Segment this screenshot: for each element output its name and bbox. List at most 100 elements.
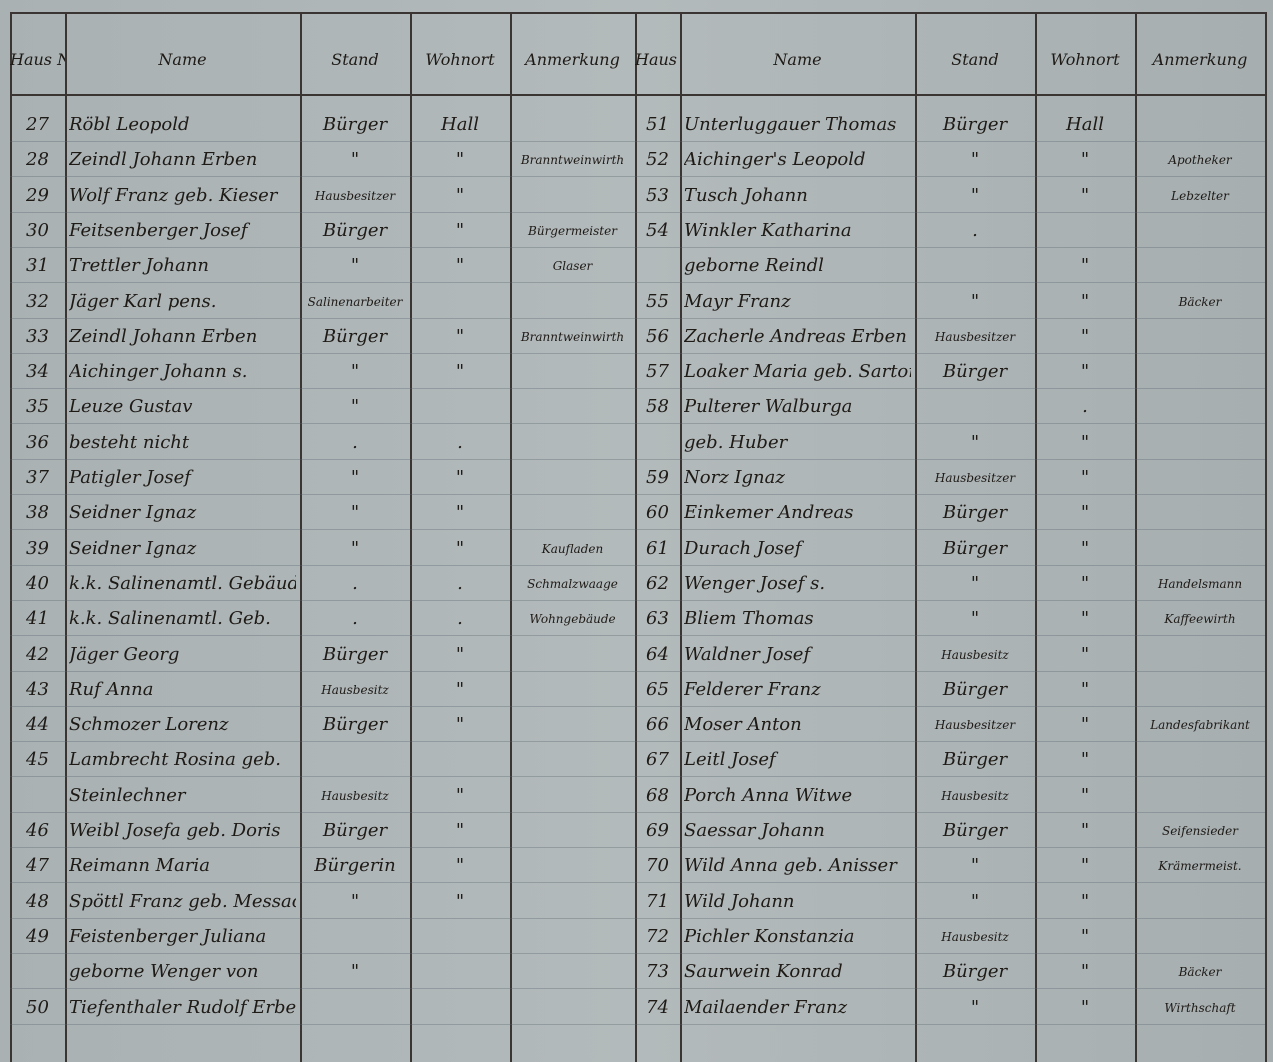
row-rule	[10, 282, 1265, 284]
residence: "	[1080, 961, 1090, 983]
house-number: 56	[646, 325, 669, 347]
residence: "	[455, 255, 465, 277]
remark: Schmalzwaage	[527, 576, 618, 591]
name: Lambrecht Rosina geb.	[69, 749, 282, 771]
house-number: 63	[646, 608, 669, 630]
house-number: 58	[646, 396, 669, 418]
remark: Wirthschaft	[1164, 1000, 1236, 1015]
residence: "	[1080, 290, 1090, 312]
status: .	[352, 431, 358, 453]
name: Zeindl Johann Erben	[69, 149, 258, 171]
name: Wolf Franz geb. Kieser	[69, 184, 278, 206]
house-number: 38	[26, 502, 49, 524]
name: Unterluggauer Thomas	[684, 114, 897, 135]
house-number: 39	[26, 537, 49, 559]
house-number: 54	[646, 219, 669, 241]
residence: "	[1080, 255, 1090, 277]
status: "	[970, 572, 980, 594]
header-rule	[10, 94, 1265, 96]
house-number: 48	[26, 890, 49, 912]
row-rule	[10, 635, 1265, 637]
row-rule	[10, 952, 1265, 954]
house-number: 68	[646, 784, 669, 806]
residence: "	[455, 502, 465, 524]
column-rule	[1265, 12, 1267, 1062]
row-rule	[10, 458, 1265, 460]
status: "	[350, 537, 360, 559]
residence: "	[1080, 608, 1090, 630]
residence: .	[1082, 396, 1088, 418]
house-number: 55	[646, 290, 669, 312]
name: Felderer Franz	[684, 678, 821, 700]
name: Pichler Konstanzia	[684, 925, 855, 947]
column-rule	[65, 12, 67, 1062]
house-number: 62	[646, 572, 669, 594]
status: .	[352, 572, 358, 594]
house-number: 50	[26, 996, 49, 1018]
residence: .	[457, 431, 463, 453]
status: Bürger	[942, 114, 1008, 135]
column-rule	[680, 12, 682, 1062]
house-number: 41	[26, 608, 49, 630]
house-number: 47	[26, 855, 49, 877]
residence: "	[1080, 925, 1090, 947]
residence: "	[1080, 537, 1090, 559]
column-header: Haus Nr.	[10, 50, 65, 69]
remark: Landesfabrikant	[1150, 718, 1250, 733]
name: Mayr Franz	[684, 290, 791, 312]
row-rule	[10, 705, 1265, 707]
name: geb. Huber	[684, 431, 788, 453]
house-number: 45	[26, 749, 49, 771]
name: Tusch Johann	[684, 184, 808, 206]
name: Aichinger's Leopold	[684, 149, 866, 171]
row-rule	[10, 388, 1265, 390]
residence: "	[1080, 149, 1090, 171]
column-header: Anmerkung	[525, 50, 620, 69]
column-rule	[410, 12, 412, 1062]
name: Waldner Josef	[684, 643, 811, 665]
residence: Hall	[1066, 114, 1104, 135]
remark: Krämermeist.	[1158, 859, 1242, 874]
residence: Hall	[441, 114, 479, 135]
house-number: 37	[26, 467, 49, 488]
row-rule	[10, 317, 1265, 319]
name: k.k. Salinenamtl. Gebäude	[69, 572, 296, 594]
remark: Kaufladen	[541, 541, 604, 556]
column-header: Stand	[331, 50, 379, 69]
status: "	[350, 361, 360, 383]
row-rule	[10, 352, 1265, 354]
residence: "	[455, 890, 465, 912]
residence: "	[1080, 325, 1090, 347]
remark: Bäcker	[1178, 294, 1222, 309]
row-rule	[10, 564, 1265, 566]
residence: "	[455, 467, 465, 488]
status: Hausbesitzer	[934, 471, 1016, 485]
row-rule	[10, 670, 1265, 672]
residence: "	[1080, 361, 1090, 383]
residence: "	[1080, 502, 1090, 524]
status: Hausbesitz	[941, 788, 1009, 803]
residence: "	[1080, 431, 1090, 453]
status: Bürger	[322, 325, 388, 347]
name: Schmozer Lorenz	[69, 714, 229, 736]
status: "	[970, 608, 980, 630]
residence: "	[455, 361, 465, 383]
house-number: 59	[646, 467, 669, 488]
house-number: 46	[26, 820, 49, 841]
name: Moser Anton	[684, 714, 802, 736]
residence: "	[1080, 749, 1090, 771]
status: Bürger	[322, 643, 388, 665]
row-rule	[10, 847, 1265, 848]
top-rule	[10, 12, 1265, 14]
residence: "	[455, 678, 465, 700]
residence: "	[1080, 820, 1090, 841]
residence: "	[455, 643, 465, 665]
residence: "	[1080, 678, 1090, 700]
remark: Glaser	[552, 259, 593, 274]
name: Steinlechner	[69, 784, 186, 806]
house-number: 52	[646, 149, 669, 171]
name: Bliem Thomas	[684, 608, 814, 630]
name: Feitsenberger Josef	[69, 219, 248, 241]
row-rule	[10, 423, 1265, 425]
status: "	[970, 431, 980, 453]
